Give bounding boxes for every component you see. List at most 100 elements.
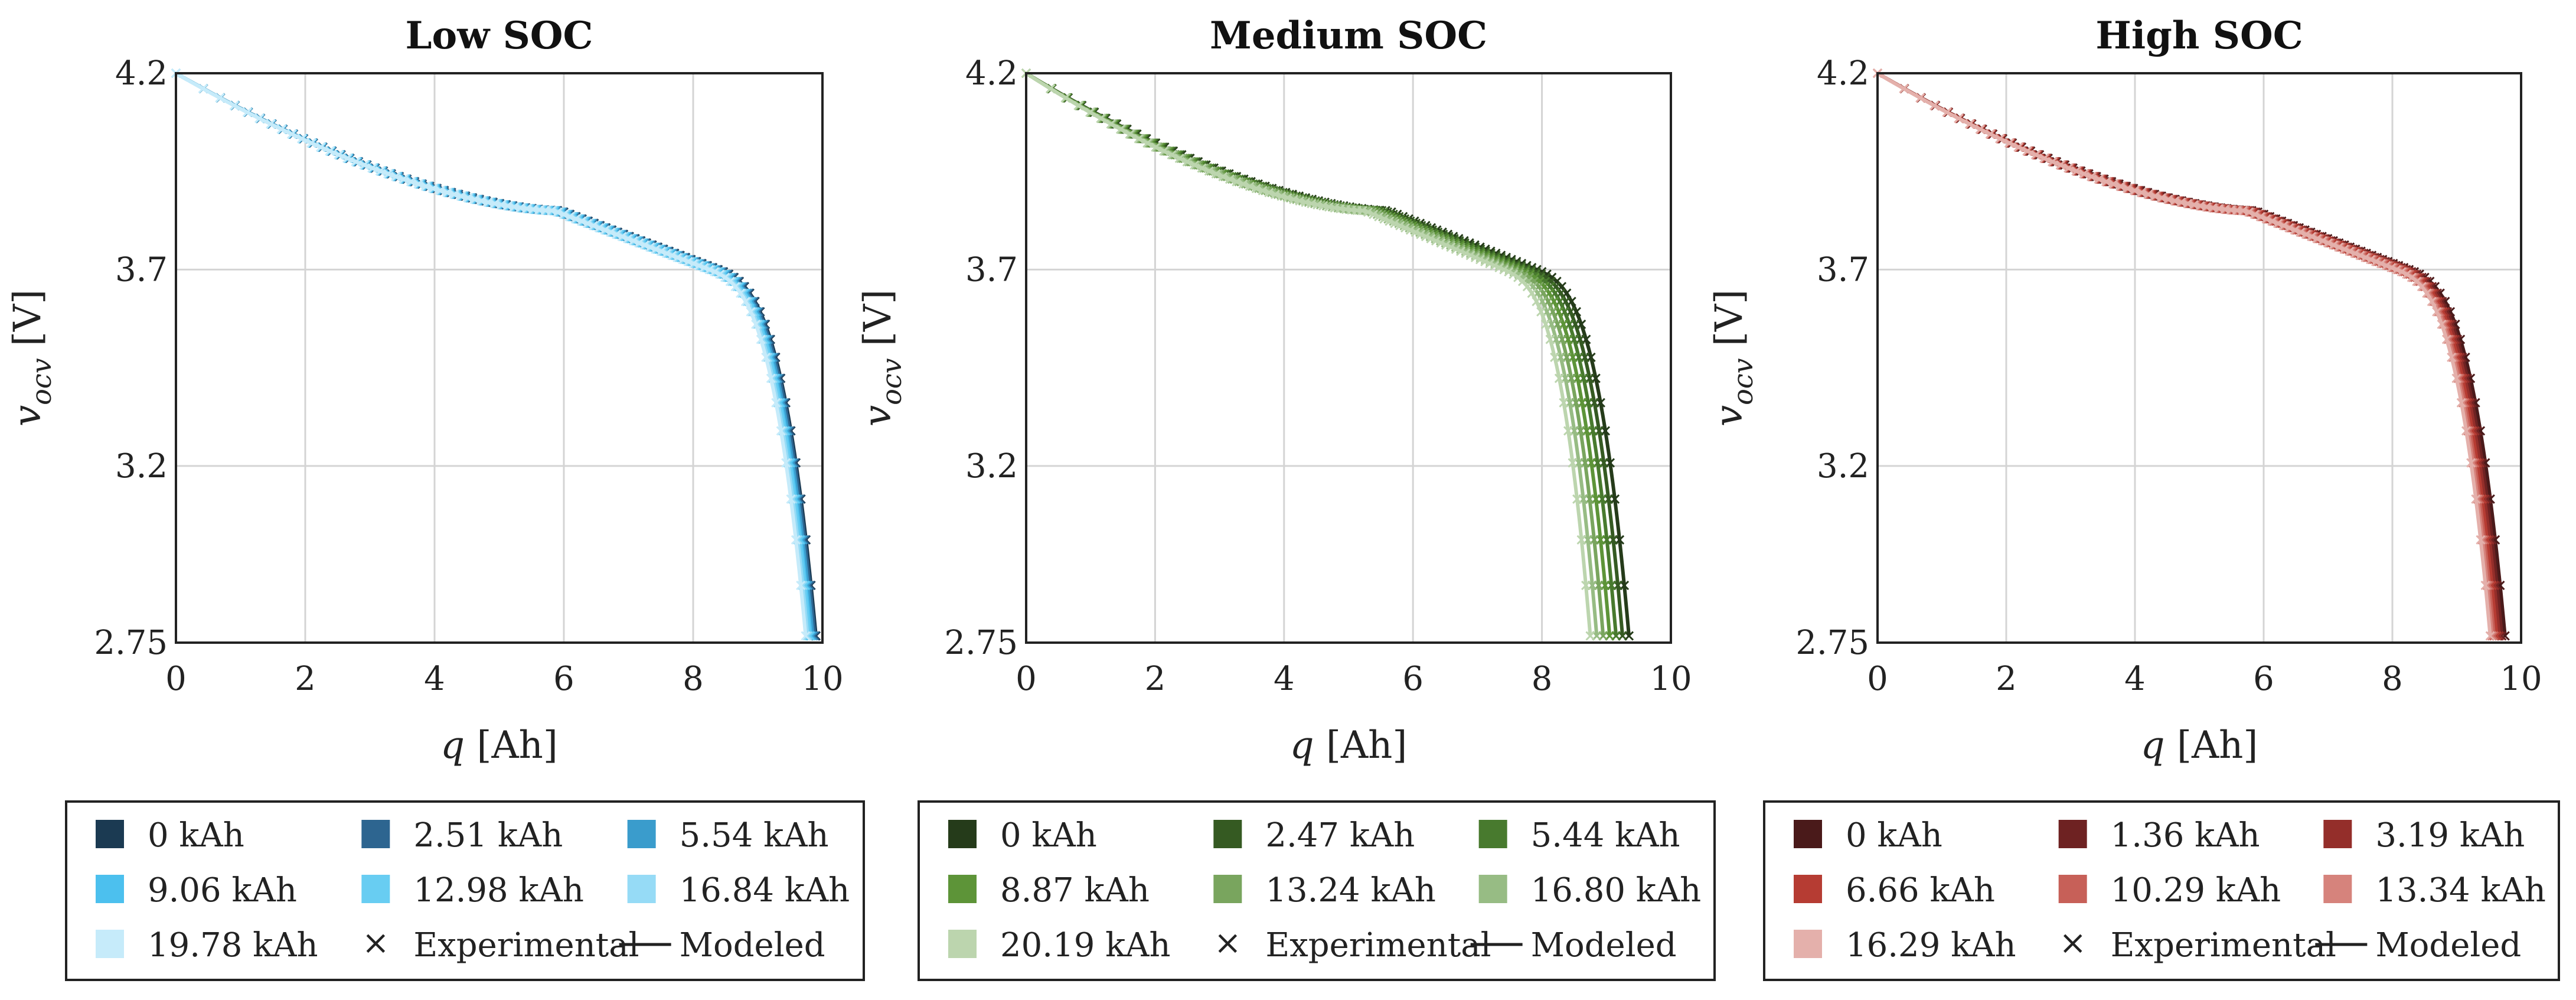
legend-item: 16.84 kAh	[627, 871, 850, 910]
axes-frame	[1025, 72, 1672, 644]
plot-area	[1026, 73, 1671, 643]
legend-marker-icon: ×	[1214, 924, 1242, 962]
legend-label: 19.78 kAh	[148, 926, 318, 965]
legend-item: 8.87 kAh	[948, 871, 1150, 910]
x-axis-label: q [Ah]	[440, 724, 558, 767]
plot-area	[1878, 73, 2521, 643]
legend-label: 12.98 kAh	[413, 871, 584, 910]
series-19-78-kah	[171, 68, 811, 641]
modeled-line	[175, 71, 808, 636]
legend-item: 6.66 kAh	[1794, 871, 1995, 910]
legend: 0 kAh 1.36 kAh 3.19 kAh 6.66 kAh 10.29 kAh 13…	[1763, 800, 2560, 981]
y-tick-label: 3.2	[965, 447, 1018, 486]
legend-item: Modeled	[2315, 926, 2521, 965]
y-tick-label: 4.2	[115, 54, 168, 93]
legend-label: 0 kAh	[148, 816, 244, 855]
x-tick-label: 2	[295, 660, 316, 698]
x-tick-label: 10	[1650, 660, 1692, 698]
legend-marker-icon: ×	[362, 924, 390, 962]
legend-label: 13.24 kAh	[1265, 871, 1436, 910]
legend-swatch	[361, 875, 390, 903]
legend-swatch	[96, 930, 124, 958]
y-axis-label: vocv [V]	[1707, 289, 1759, 426]
x-tick-label: 6	[2253, 660, 2274, 698]
x-tick-label: 0	[165, 660, 187, 698]
legend-label: 5.44 kAh	[1531, 816, 1680, 855]
y-tick-label: 3.2	[1817, 447, 1869, 486]
legend-label: 8.87 kAh	[1000, 871, 1150, 910]
legend-swatch	[1213, 820, 1242, 848]
x-tick-label: 2	[1145, 660, 1166, 698]
y-tick-label: 3.7	[965, 250, 1018, 289]
legend-item: 16.29 kAh	[1794, 926, 2016, 965]
legend-swatch	[948, 875, 977, 903]
axes-frame	[175, 72, 824, 644]
chart-panel-2: Medium SOC 0 2 4 6 8 10 2.75 3.2 3.7 4.2 q [Ah] vocv…	[856, 14, 1716, 981]
y-axis-label: vocv [V]	[856, 289, 907, 426]
chart-title: Low SOC	[406, 14, 593, 58]
legend-item: × Experimental	[362, 924, 639, 965]
y-tick-label: 2.75	[94, 624, 168, 662]
legend-item: 19.78 kAh	[96, 926, 318, 965]
legend-swatch	[948, 930, 977, 958]
legend-box	[1763, 800, 2560, 981]
y-tick-label: 3.2	[115, 447, 168, 486]
legend-item: 0 kAh	[96, 816, 244, 855]
legend-label: 10.29 kAh	[2111, 871, 2281, 910]
legend-box	[65, 800, 865, 981]
legend-label: 16.84 kAh	[680, 871, 850, 910]
legend-label: 1.36 kAh	[2111, 816, 2260, 855]
x-tick-label: 4	[424, 660, 445, 698]
legend-item: 3.19 kAh	[2323, 816, 2525, 855]
legend-swatch	[627, 820, 656, 848]
chart-title: Medium SOC	[1210, 14, 1487, 58]
y-tick-label: 3.7	[1817, 250, 1869, 289]
legend-label: Experimental	[1265, 926, 1491, 965]
legend-label: Experimental	[2111, 926, 2336, 965]
chart-title: High SOC	[2095, 14, 2303, 58]
legend-item: 10.29 kAh	[2058, 871, 2281, 910]
x-tick-label: 8	[2382, 660, 2403, 698]
legend-label: 2.47 kAh	[1265, 816, 1415, 855]
legend-label: Experimental	[413, 926, 639, 965]
legend-swatch	[2058, 875, 2087, 903]
x-tick-label: 6	[1402, 660, 1424, 698]
modeled-line	[1025, 71, 1592, 636]
legend-box	[918, 800, 1716, 981]
legend-item: Modeled	[1470, 926, 1677, 965]
legend-item: × Experimental	[2059, 924, 2336, 965]
legend-item: 0 kAh	[948, 816, 1097, 855]
chart-panel-3: High SOC 0 2 4 6 8 10 2.75 3.2 3.7 4.2 q [Ah] vocv […	[1707, 14, 2560, 981]
legend-swatch	[1478, 875, 1507, 903]
legend-label: 5.54 kAh	[680, 816, 829, 855]
legend-label: 0 kAh	[1000, 816, 1097, 855]
legend-item: 1.36 kAh	[2058, 816, 2260, 855]
legend-swatch	[1478, 820, 1507, 848]
legend-item: 20.19 kAh	[948, 926, 1171, 965]
legend-swatch	[948, 820, 977, 848]
legend-label: 0 kAh	[1846, 816, 1942, 855]
legend-item: Modeled	[619, 926, 825, 965]
y-axis-label: vocv [V]	[6, 289, 57, 426]
legend-item: 13.34 kAh	[2323, 871, 2546, 910]
legend-swatch	[1794, 875, 1822, 903]
legend: 0 kAh 2.47 kAh 5.44 kAh 8.87 kAh 13.24 kAh 16…	[918, 800, 1716, 981]
legend: 0 kAh 2.51 kAh 5.54 kAh 9.06 kAh 12.98 kAh 16…	[65, 800, 865, 981]
y-tick-label: 2.75	[944, 624, 1018, 662]
x-tick-label: 8	[683, 660, 704, 698]
chart-panel-1: Low SOC 0 2 4 6 8 10 2.75 3.2 3.7 4.2 q [Ah] vocv [V…	[6, 14, 865, 981]
y-tick-label: 4.2	[965, 54, 1018, 93]
legend-swatch	[1794, 820, 1822, 848]
legend-swatch	[96, 820, 124, 848]
x-tick-label: 4	[1274, 660, 1295, 698]
legend-label: 20.19 kAh	[1000, 926, 1171, 965]
legend-swatch	[361, 820, 390, 848]
x-tick-label: 0	[1016, 660, 1037, 698]
legend-swatch	[2323, 875, 2352, 903]
legend-label: 16.29 kAh	[1846, 926, 2016, 965]
legend-item: × Experimental	[1214, 924, 1491, 965]
legend-swatch	[627, 875, 656, 903]
legend-swatch	[2058, 820, 2087, 848]
legend-item: 13.24 kAh	[1213, 871, 1436, 910]
